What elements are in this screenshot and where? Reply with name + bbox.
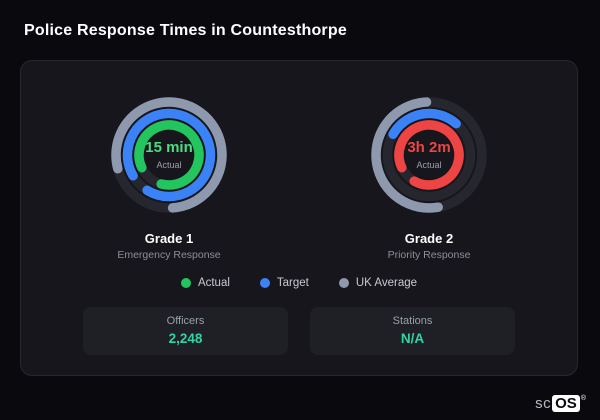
legend-dot-uk-average [338,278,349,288]
stat-value-officers: 2,248 [168,331,203,346]
legend-dot-actual [180,278,191,288]
page-title: Police Response Times in Countesthorpe [24,22,347,39]
gauge-grade-2-rings [371,97,487,213]
scos-logo-box: OS [552,395,580,412]
gauge-grade-2-chart: 3h 2m Actual [365,91,493,219]
gauge-grade-1-subtitle: Emergency Response [117,249,221,261]
registered-trademark-icon: ® [580,395,586,402]
legend-label-target: Target [276,277,309,289]
gauge-row: 15 min Actual Grade 1 Emergency Response… [89,91,509,261]
scos-logo-prefix: sc [535,395,552,412]
gauge-grade-1-rings [111,97,227,213]
stat-box-stations: Stations N/A [310,307,515,355]
stat-label-officers: Officers [166,315,205,327]
response-times-card: 15 min Actual Grade 1 Emergency Response… [20,60,578,376]
legend-item-actual[interactable]: Actual [180,277,230,289]
gauge-grade-1: 15 min Actual Grade 1 Emergency Response [89,91,249,261]
stat-label-stations: Stations [392,315,433,327]
legend-dot-target [259,278,270,288]
scos-logo: sc OS ® [535,395,586,412]
stat-box-officers: Officers 2,248 [83,307,288,355]
legend-item-target[interactable]: Target [259,277,309,289]
gauge-grade-2: 3h 2m Actual Grade 2 Priority Response [349,91,509,261]
gauge-grade-2-subtitle: Priority Response [387,249,471,261]
chart-legend: Actual Target UK Average [180,277,418,289]
stats-row: Officers 2,248 Stations N/A [83,307,515,355]
gauge-grade-2-title: Grade 2 [404,231,454,246]
gauge-grade-1-chart: 15 min Actual [105,91,233,219]
legend-label-actual: Actual [197,277,230,289]
stat-value-stations: N/A [400,331,425,346]
gauge-grade-1-title: Grade 1 [144,231,194,246]
legend-item-uk-average[interactable]: UK Average [338,277,418,289]
legend-label-uk-average: UK Average [355,277,418,289]
